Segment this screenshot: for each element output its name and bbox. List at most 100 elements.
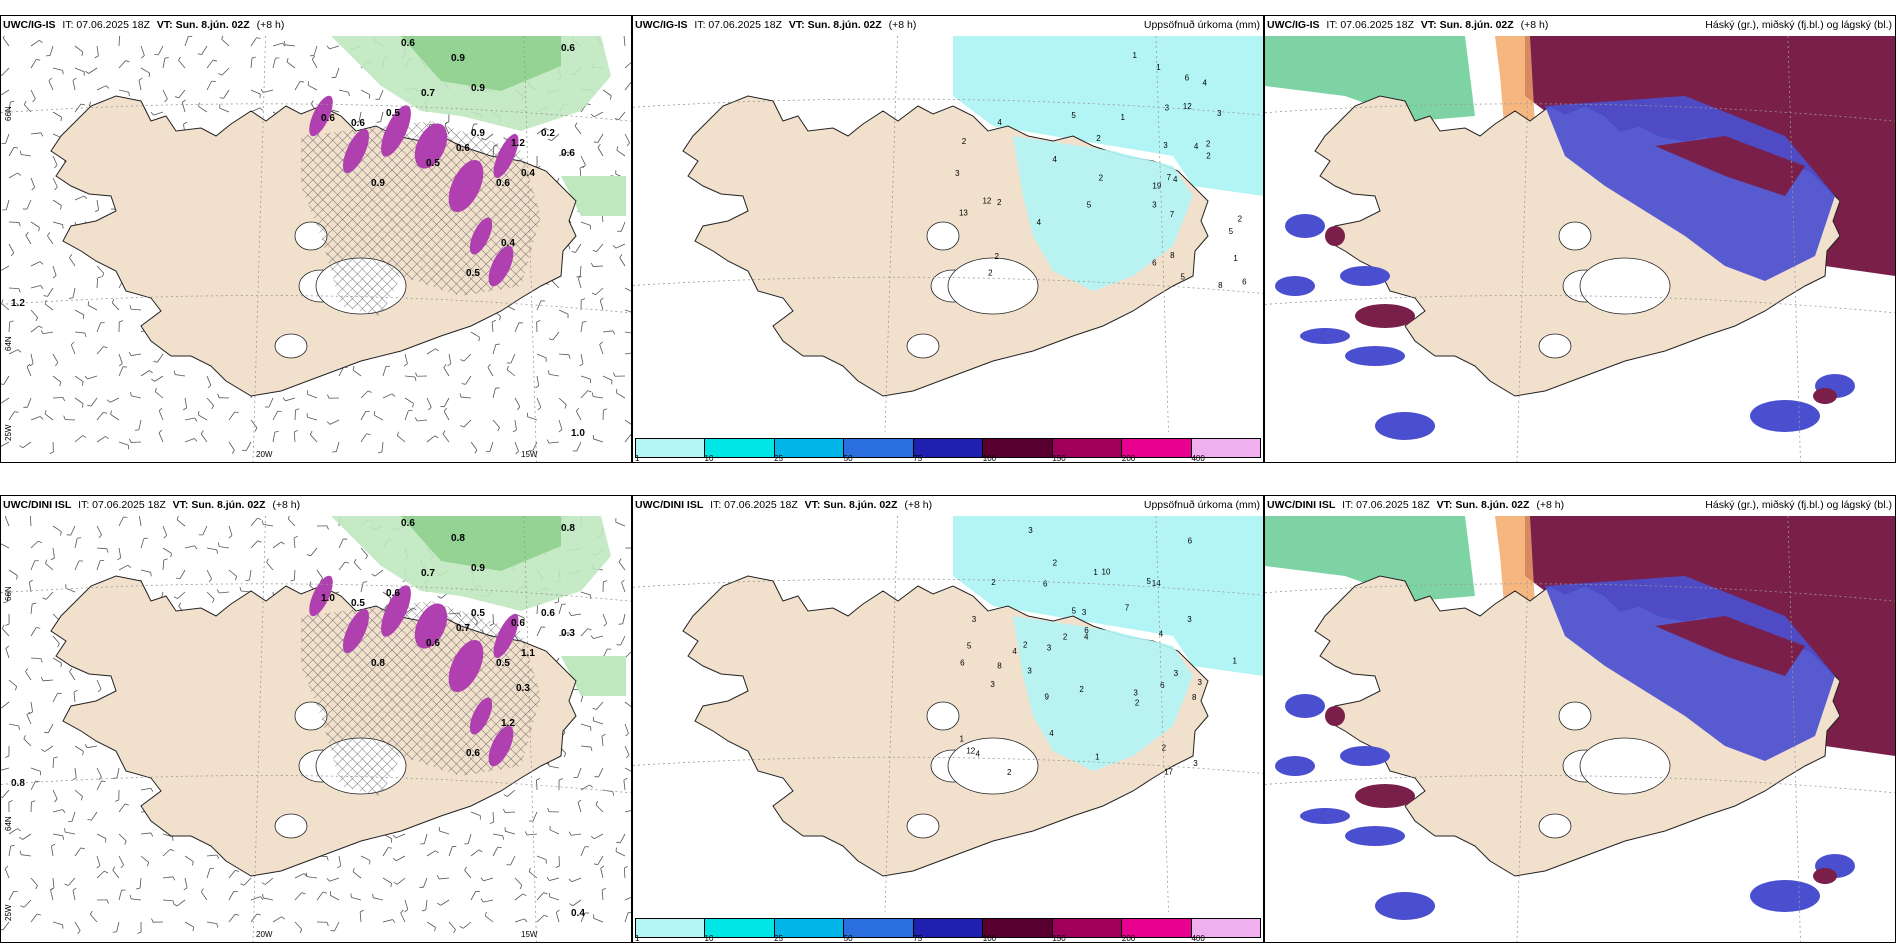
panel-title: UWC/IG-IS IT: 07.06.2025 18Z VT: Sun. 8.… <box>1267 19 1548 31</box>
colorbar-tick: 50 <box>843 454 853 463</box>
colorbar-tick: 1 <box>635 934 640 943</box>
latitude-label: 66N <box>4 106 13 121</box>
glacier-hole <box>1579 737 1671 795</box>
lead-time: (+8 h) <box>272 499 301 511</box>
cloud-cover-shading <box>331 36 626 216</box>
precip-value: 8 <box>1192 693 1197 702</box>
precip-shading-ocean <box>953 36 1263 196</box>
panel-title: UWC/DINI ISL IT: 07.06.2025 18Z VT: Sun.… <box>3 499 300 511</box>
precip-value: 4 <box>1159 629 1164 638</box>
lead-time: (+8 h) <box>904 499 933 511</box>
cloud-levels-map <box>1265 516 1895 942</box>
graticule <box>633 36 1263 432</box>
precip-value: 2 <box>962 137 967 146</box>
cloud-levels-map <box>1265 36 1895 462</box>
precip-value: 8 <box>997 662 1002 671</box>
precip-value: 12 <box>982 196 991 205</box>
precip-value: 4 <box>1173 175 1178 184</box>
precip-value: 2 <box>1206 151 1211 160</box>
glacier-hole <box>947 737 1039 795</box>
precip-value: 2 <box>1096 134 1101 143</box>
cloud-value: 1.2 <box>11 298 25 309</box>
colorbar-tick: 400 <box>1191 454 1205 463</box>
cloud-value: 0.6 <box>561 43 575 54</box>
precip-value: 6 <box>1160 681 1165 690</box>
glacier-hole <box>947 257 1039 315</box>
panel-field-label: Háský (gr.), miðský (fj.bl.) og lágský (… <box>1705 499 1892 511</box>
glacier-hole <box>906 333 940 359</box>
colorbar-tick: 100 <box>982 934 997 943</box>
low-cloud-area <box>1265 36 1475 121</box>
precip-value: 2 <box>997 198 1002 207</box>
cloud-value: 1.0 <box>321 593 335 604</box>
colorbar-swatch <box>983 919 1053 937</box>
precip-value: 3 <box>972 615 977 624</box>
colorbar-tick: 400 <box>1191 934 1205 943</box>
precip-value: 3 <box>1217 109 1222 118</box>
precip-value: 4 <box>1049 729 1054 738</box>
colorbar-tick: 200 <box>1121 454 1136 463</box>
colorbar-tick: 75 <box>913 454 923 463</box>
cloud-value: 0.5 <box>471 608 485 619</box>
glacier-hole <box>926 701 960 731</box>
colorbar-swatch <box>1191 439 1260 457</box>
panel-cloud-levels: UWC/DINI ISL IT: 07.06.2025 18Z VT: Sun.… <box>1264 495 1896 943</box>
valid-time: VT: Sun. 8.jún. 02Z <box>804 499 898 511</box>
valid-time: VT: Sun. 8.jún. 02Z <box>156 19 250 31</box>
precip-value: 2 <box>1238 215 1243 224</box>
colorbar-tick: 100 <box>982 454 997 463</box>
cloud-value: 0.9 <box>451 53 465 64</box>
precip-value: 3 <box>1187 615 1192 624</box>
glacier-hole <box>926 221 960 251</box>
longitude-label: 15W <box>521 930 538 939</box>
glacier-hole <box>274 813 308 839</box>
lead-time: (+8 h) <box>1536 499 1565 511</box>
cloud-value: 0.6 <box>541 608 555 619</box>
precip-value: 6 <box>1185 73 1190 82</box>
model-name: UWC/DINI ISL <box>635 499 704 511</box>
panel-title: UWC/DINI ISL IT: 07.06.2025 18Z VT: Sun.… <box>635 499 932 511</box>
latitude-label: 64N <box>4 336 13 351</box>
lead-time: (+8 h) <box>256 19 285 31</box>
init-time: IT: 07.06.2025 18Z <box>1326 19 1417 31</box>
panel-title: UWC/IG-IS IT: 07.06.2025 18Z VT: Sun. 8.… <box>3 19 284 31</box>
ocean-cloud-blobs <box>1275 694 1855 920</box>
cloud-value: 0.5 <box>496 658 510 669</box>
low-cloud-area <box>1265 516 1475 601</box>
precip-shading-land <box>1013 616 1193 771</box>
cloud-value: 0.8 <box>11 778 25 789</box>
precip-value: 4 <box>1012 647 1017 656</box>
latitude-label: 64N <box>4 816 13 831</box>
colorbar-tick: 10 <box>704 454 714 463</box>
precip-shading-land <box>1013 136 1193 291</box>
longitude-label: 20W <box>256 930 273 939</box>
precip-value: 1 <box>1156 63 1161 72</box>
precip-value: 14 <box>1152 579 1161 588</box>
graticule <box>1 516 631 942</box>
orange-cloud-edge <box>1495 36 1535 136</box>
colorbar-swatch <box>913 439 984 457</box>
precip-value: 3 <box>1163 141 1168 150</box>
valid-time: VT: Sun. 8.jún. 02Z <box>172 499 266 511</box>
panel-field-label: Uppsöfnuð úrkoma (mm) <box>1143 499 1260 511</box>
ocean-cloud-blobs <box>1275 214 1855 440</box>
cloud-value: 0.6 <box>351 118 365 129</box>
cloud-value: 0.5 <box>386 108 400 119</box>
cloud-value: 0.8 <box>561 523 575 534</box>
cloud-value: 0.2 <box>541 128 555 139</box>
precip-value: 2 <box>1023 640 1028 649</box>
init-time: IT: 07.06.2025 18Z <box>62 19 153 31</box>
graticule <box>1 36 631 462</box>
cloud-value: 1.1 <box>521 648 535 659</box>
cloud-value: 0.7 <box>456 623 470 634</box>
precip-value: 6 <box>1242 278 1247 287</box>
latitude-label: 66N <box>4 586 13 601</box>
graticule <box>1265 36 1895 462</box>
precip-value: 6 <box>1188 536 1193 545</box>
panel-title: UWC/DINI ISL IT: 07.06.2025 18Z VT: Sun.… <box>1267 499 1564 511</box>
cloud-value: 0.9 <box>471 83 485 94</box>
precip-value: 3 <box>955 169 960 178</box>
panel-cloud-levels: UWC/IG-IS IT: 07.06.2025 18Z VT: Sun. 8.… <box>1264 15 1896 463</box>
